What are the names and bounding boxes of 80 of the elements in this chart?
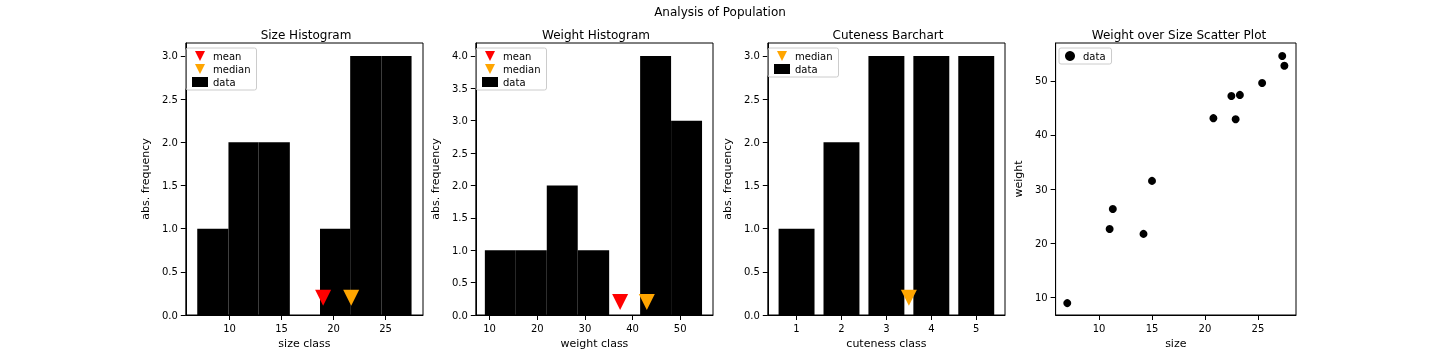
legend-label: mean <box>213 50 242 62</box>
chart-title: Weight over Size Scatter Plot <box>1091 28 1267 42</box>
x-tick-label: 40 <box>626 322 639 334</box>
legend-label: median <box>213 63 251 75</box>
y-tick-label: 2.5 <box>161 93 178 105</box>
y-tick-label: 3.0 <box>743 50 760 62</box>
y-axis-title: abs. frequency <box>429 137 442 220</box>
x-tick-label: 10 <box>483 322 496 334</box>
point <box>1063 299 1072 308</box>
y-tick-label: 30 <box>1034 183 1048 195</box>
x-tick-label: 4 <box>928 322 935 334</box>
point <box>1139 229 1148 238</box>
y-tick-label: 2.5 <box>451 147 468 159</box>
point <box>1108 205 1117 214</box>
y-tick-label: 1.0 <box>451 244 468 256</box>
point <box>1235 90 1244 99</box>
point <box>1227 92 1236 100</box>
y-tick-label: 1.5 <box>161 179 178 191</box>
point <box>1278 51 1287 60</box>
x-tick-label: 20 <box>327 322 340 334</box>
y-tick-label: 3.0 <box>161 50 178 62</box>
chart-title: Cuteness Barchart <box>832 28 944 42</box>
y-tick-label: 1.0 <box>161 223 178 235</box>
x-tick-label: 10 <box>1092 322 1106 334</box>
y-tick-label: 50 <box>1034 75 1048 87</box>
chart-title: Weight Histogram <box>542 28 650 42</box>
y-tick-label: 1.5 <box>451 212 468 224</box>
y-tick-label: 1.5 <box>743 179 760 191</box>
y-tick-label: 2.0 <box>161 136 178 148</box>
text: Analysis of Population <box>653 5 787 19</box>
y-tick-label: 0.0 <box>451 309 468 321</box>
y-tick-label: 0.5 <box>451 277 468 289</box>
legend-label: data <box>213 76 236 88</box>
y-tick-label: 0.5 <box>743 266 760 278</box>
x-tick-label: 1 <box>793 322 800 334</box>
y-axis-title: weight <box>1012 159 1025 198</box>
y-tick-label: 40 <box>1034 129 1048 141</box>
y-tick-label: 2.0 <box>451 179 468 191</box>
point <box>1258 79 1267 88</box>
y-tick-label: 2.5 <box>743 93 760 105</box>
x-tick-label: 20 <box>530 322 544 334</box>
y-tick-label: 2.0 <box>743 136 760 148</box>
y-tick-label: 0.0 <box>161 309 178 321</box>
y-tick-label: 3.5 <box>451 82 468 94</box>
legend-label: mean <box>503 50 532 62</box>
x-tick-label: 25 <box>1251 322 1265 334</box>
x-tick-label: 50 <box>673 322 687 334</box>
point <box>1105 225 1114 234</box>
point <box>1147 176 1156 185</box>
x-tick-label: 5 <box>973 322 980 334</box>
point <box>1231 115 1240 124</box>
y-axis-title: abs. frequency <box>721 137 734 220</box>
legend-label: median <box>503 63 541 75</box>
y-tick-label: 3.0 <box>451 115 468 127</box>
x-axis-title: size <box>1165 336 1187 350</box>
point <box>1209 114 1218 123</box>
legend-label: data <box>1083 50 1106 62</box>
legend-label: median <box>795 50 833 62</box>
y-axis-title: abs. frequency <box>139 137 152 220</box>
y-tick-label: 0.5 <box>161 266 178 278</box>
x-tick-label: 20 <box>1198 322 1212 334</box>
x-tick-label: 25 <box>379 322 392 334</box>
y-tick-label: 10 <box>1034 291 1048 303</box>
y-tick-label: 1.0 <box>743 223 760 235</box>
point <box>1280 61 1289 70</box>
y-tick-label: 20 <box>1034 237 1048 249</box>
legend-label: data <box>503 76 526 88</box>
x-axis-title: weight class <box>560 336 629 350</box>
x-tick-label: 15 <box>275 322 288 334</box>
x-axis-title: size class <box>278 336 331 350</box>
x-tick-label: 2 <box>838 322 845 334</box>
chart-title: Size Histogram <box>260 28 352 42</box>
x-tick-label: 3 <box>883 322 890 334</box>
y-tick-label: 0.0 <box>743 309 760 321</box>
x-tick-label: 15 <box>1145 322 1159 334</box>
x-tick-label: 10 <box>223 322 236 334</box>
x-axis-title: cuteness class <box>846 336 927 350</box>
x-tick-label: 30 <box>578 322 592 334</box>
legend-label: data <box>795 63 818 75</box>
y-tick-label: 4.0 <box>451 50 468 62</box>
